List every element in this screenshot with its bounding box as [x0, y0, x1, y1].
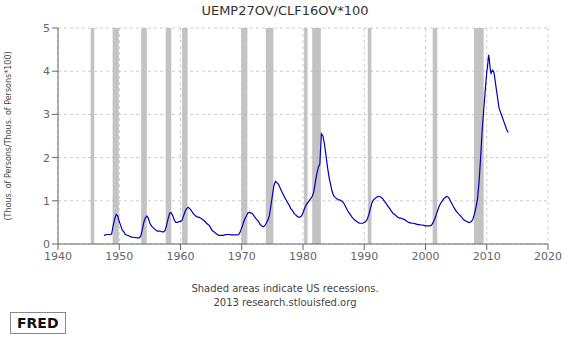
- html-text:UEMP27OV/CLF16OV*100: UEMP27OV/CLF16OV*100: [201, 3, 369, 18]
- svg-text:1940: 1940: [44, 250, 72, 263]
- svg-text:1950: 1950: [105, 250, 133, 263]
- svg-text:2: 2: [43, 152, 50, 165]
- svg-text:0: 0: [43, 238, 50, 251]
- html-text:FRED: FRED: [17, 315, 59, 331]
- svg-text:1990: 1990: [350, 250, 378, 263]
- svg-text:2000: 2000: [412, 250, 440, 263]
- svg-text:4: 4: [43, 65, 50, 78]
- svg-text:2020: 2020: [534, 250, 562, 263]
- svg-text:1960: 1960: [167, 250, 195, 263]
- svg-text:1970: 1970: [228, 250, 256, 263]
- svg-text:1: 1: [43, 195, 50, 208]
- svg-text:2010: 2010: [473, 250, 501, 263]
- html-text:2013 research.stlouisfed.org: 2013 research.stlouisfed.org: [213, 297, 357, 308]
- svg-text:(Thous. of Persons/Thous. of P: (Thous. of Persons/Thous. of Persons*100…: [8, 51, 13, 220]
- svg-text:1980: 1980: [289, 250, 317, 263]
- svg-text:3: 3: [43, 108, 50, 121]
- html-text:Shaded areas indicate US reces: Shaded areas indicate US recessions.: [191, 283, 379, 294]
- svg-text:5: 5: [43, 22, 50, 35]
